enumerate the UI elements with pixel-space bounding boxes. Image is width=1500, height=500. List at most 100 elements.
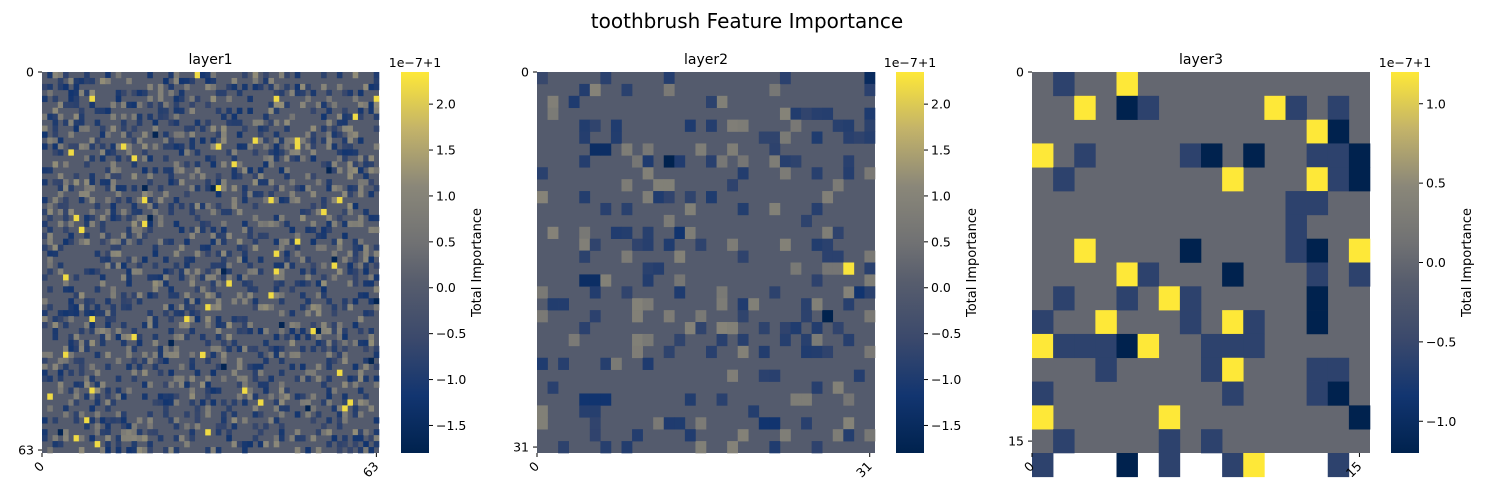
heatmap-cell [147, 197, 153, 204]
heatmap-cell [73, 399, 80, 406]
heatmap-cell [589, 429, 601, 442]
heatmap-cell [373, 113, 380, 120]
heatmap-cell [205, 83, 211, 91]
heatmap-cell [242, 381, 248, 388]
heatmap-cell [226, 435, 232, 442]
heatmap-cell [273, 351, 280, 359]
heatmap-cell [278, 351, 285, 359]
heatmap-cell [273, 274, 280, 281]
heatmap-cell [52, 119, 59, 126]
x-tick-label: 31 [853, 459, 875, 481]
heatmap-cell [600, 393, 612, 406]
heatmap-cell [105, 417, 111, 424]
heatmap-cell [289, 149, 296, 156]
heatmap-cell [368, 280, 375, 287]
heatmap-cell [226, 333, 232, 341]
heatmap-cell [864, 83, 876, 97]
heatmap-cell [173, 107, 180, 114]
heatmap-cell [336, 322, 343, 329]
heatmap-cell [157, 369, 164, 376]
heatmap-cell [289, 238, 296, 245]
heatmap-cell [99, 339, 106, 347]
heatmap-cell [126, 197, 132, 204]
heatmap-cell [68, 232, 74, 239]
heatmap-cell [347, 268, 353, 275]
heatmap-cell [268, 149, 274, 156]
heatmap-cell [194, 417, 201, 424]
heatmap-cell [152, 292, 159, 299]
heatmap-cell [363, 208, 369, 216]
heatmap-cell [305, 447, 311, 454]
heatmap-cell [832, 381, 844, 394]
heatmap-cell [99, 155, 106, 162]
heatmap-cell [352, 185, 359, 192]
heatmap-cell [610, 357, 622, 370]
heatmap-cell [363, 393, 369, 400]
heatmap-cell [284, 405, 290, 412]
heatmap-cell [210, 143, 217, 150]
heatmap-cell [110, 316, 117, 323]
heatmap-cell [321, 208, 327, 216]
heatmap-cell [63, 429, 69, 436]
heatmap-cell [63, 286, 69, 293]
heatmap-cell [331, 256, 338, 263]
heatmap-cell [357, 435, 364, 442]
panel-title: layer2 [684, 52, 728, 68]
heatmap-cell [1158, 453, 1181, 478]
heatmap-cell [68, 316, 74, 323]
heatmap-cell [273, 262, 280, 269]
heatmap-cell [547, 298, 559, 311]
heatmap-cell [252, 202, 259, 210]
heatmap-cell [210, 345, 217, 353]
heatmap-cell [642, 191, 654, 204]
heatmap-cell [205, 77, 211, 85]
heatmap-cell [142, 232, 148, 239]
heatmap-cell [257, 327, 264, 335]
heatmap-cell [136, 101, 143, 109]
heatmap-cell [305, 131, 311, 138]
heatmap-cell [769, 369, 781, 382]
heatmap-cell [63, 238, 69, 245]
heatmap-cell [352, 113, 359, 120]
heatmap-cell [205, 202, 211, 210]
heatmap-cell [152, 202, 159, 210]
heatmap-cell [226, 268, 232, 275]
heatmap-cell [352, 167, 359, 174]
heatmap-cell [331, 304, 338, 311]
heatmap-cell [247, 107, 253, 114]
heatmap-cell [115, 214, 122, 222]
heatmap-cell [1032, 405, 1054, 430]
heatmap-cell [78, 89, 85, 97]
heatmap-cell [273, 137, 280, 144]
heatmap-cell [215, 280, 222, 287]
heatmap-cell [89, 173, 95, 180]
heatmap-cell [84, 143, 90, 150]
heatmap-cell [126, 77, 132, 85]
heatmap-cell [278, 197, 285, 204]
heatmap-cell [779, 131, 791, 144]
heatmap-cell [321, 399, 327, 406]
heatmap-cell [610, 119, 622, 132]
heatmap-cell [126, 298, 132, 305]
heatmap-cell [257, 232, 264, 239]
heatmap-cell [215, 327, 222, 335]
heatmap-cell [284, 155, 290, 162]
heatmap-cell [215, 333, 222, 341]
heatmap-cell [321, 292, 327, 299]
heatmap-cell [268, 393, 274, 400]
heatmap-cell [147, 423, 153, 430]
heatmap-cell [47, 202, 53, 210]
heatmap-cell [42, 322, 48, 329]
heatmap-cell [706, 191, 717, 204]
heatmap-cell [236, 381, 243, 388]
heatmap-cell [236, 119, 243, 126]
heatmap-cell [373, 274, 380, 281]
heatmap-cell [152, 262, 159, 269]
heatmap-cell [57, 173, 64, 180]
heatmap-cell [352, 363, 359, 370]
heatmap-cell [199, 333, 206, 341]
heatmap-cell [189, 208, 196, 216]
heatmap-cell [1053, 286, 1075, 311]
heatmap-cell [252, 149, 259, 156]
